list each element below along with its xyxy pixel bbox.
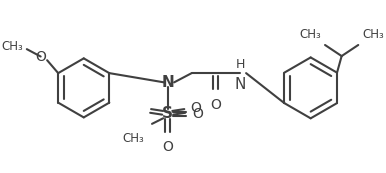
Text: O: O <box>162 140 173 154</box>
Text: CH₃: CH₃ <box>362 28 384 41</box>
Text: CH₃: CH₃ <box>122 132 144 145</box>
Text: CH₃: CH₃ <box>2 40 23 53</box>
Text: O: O <box>191 101 201 115</box>
Text: O: O <box>210 98 221 112</box>
Text: O: O <box>35 49 46 63</box>
Text: CH₃: CH₃ <box>300 28 322 41</box>
Text: O: O <box>193 107 203 121</box>
Text: S: S <box>162 106 173 121</box>
Text: H: H <box>236 58 245 71</box>
Text: N: N <box>161 75 174 90</box>
Text: N: N <box>235 77 246 92</box>
